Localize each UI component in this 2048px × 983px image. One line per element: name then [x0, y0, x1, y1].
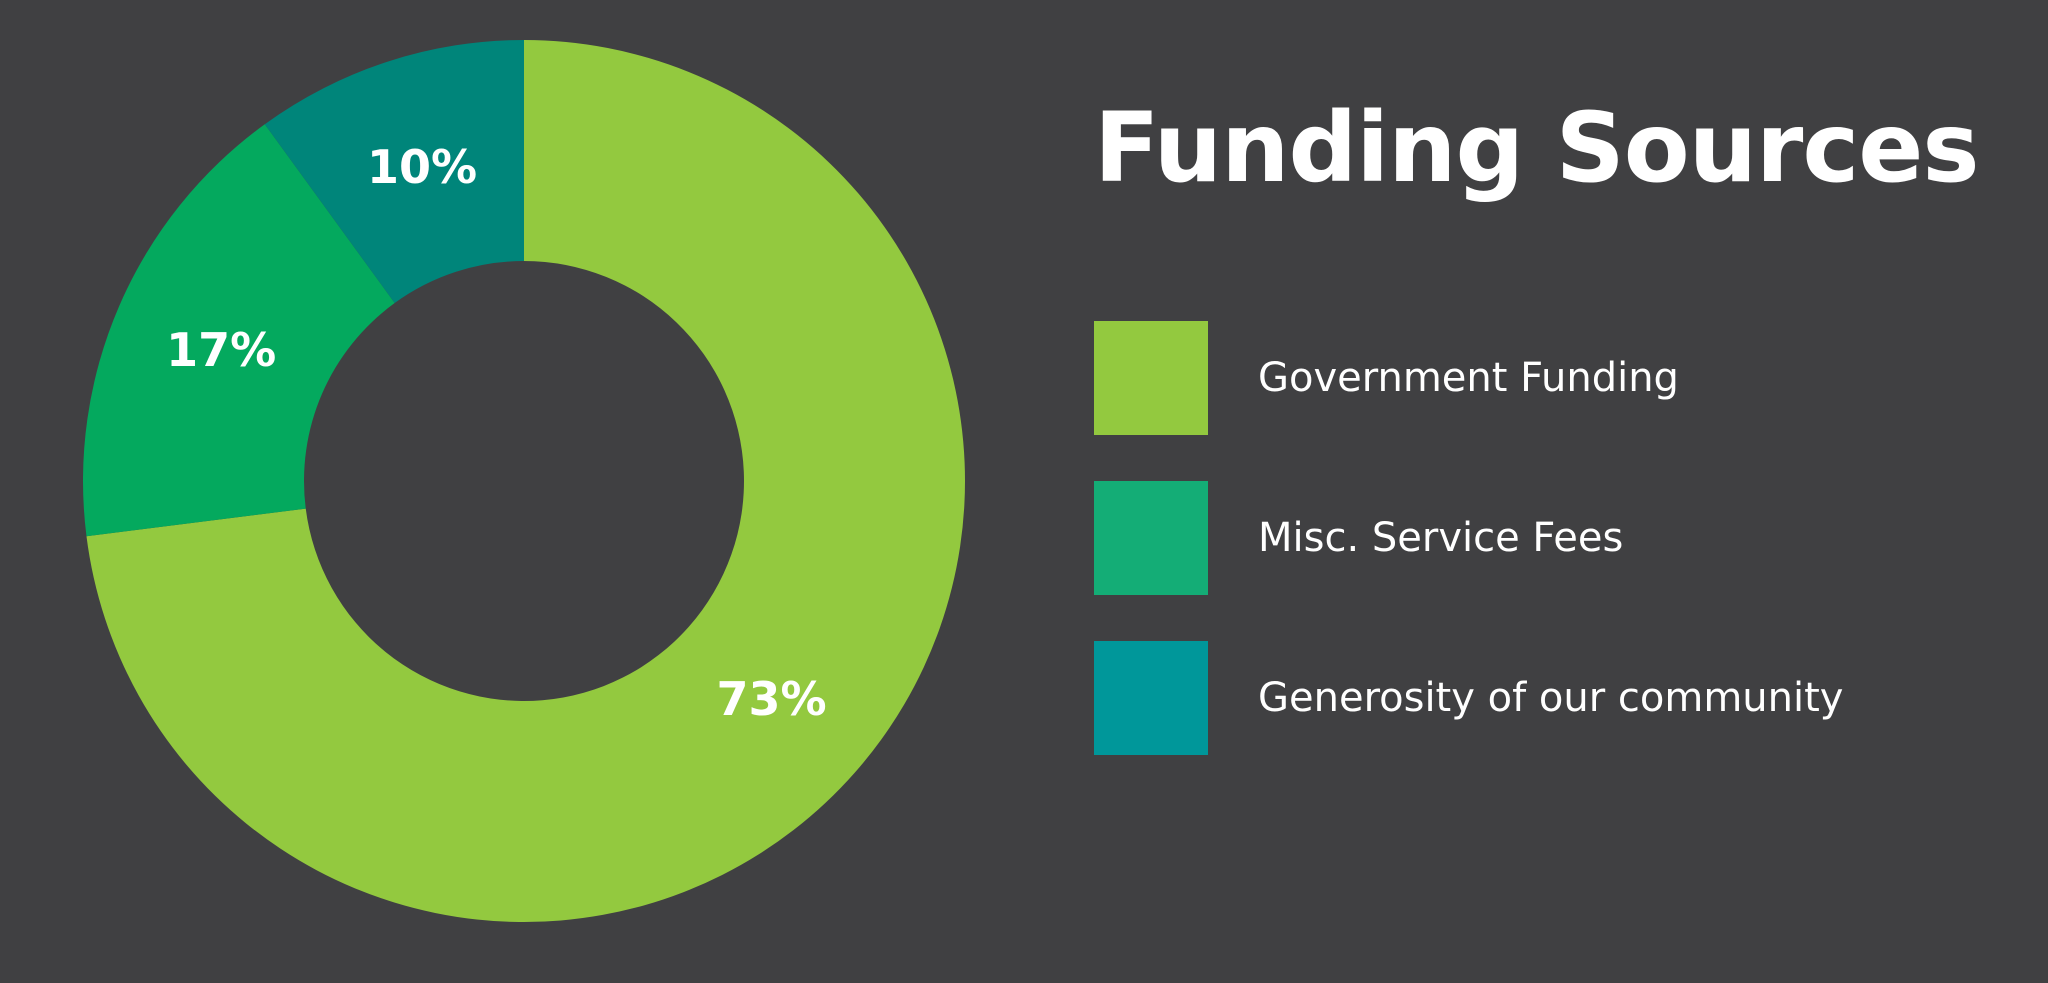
legend-label-misc-service-fees: Misc. Service Fees: [1258, 515, 1624, 561]
legend-swatch-misc-service-fees: [1094, 481, 1208, 595]
legend-item-generosity: Generosity of our community: [1094, 641, 1843, 755]
legend-label-generosity: Generosity of our community: [1258, 675, 1844, 721]
chart-title: Funding Sources: [1094, 92, 1980, 204]
legend-swatch-generosity: [1094, 641, 1208, 755]
legend-label-government-funding: Government Funding: [1258, 355, 1679, 401]
donut-slice-government-funding: [86, 40, 965, 922]
slice-label-government-funding: 73%: [716, 672, 826, 726]
slice-labels: 73% 17% 10%: [166, 140, 827, 726]
legend: Government Funding Misc. Service Fees Ge…: [1094, 321, 1843, 801]
donut-slices: [82, 40, 965, 922]
legend-swatch-government-funding: [1094, 321, 1208, 435]
slice-label-generosity-of-our-community: 10%: [367, 140, 477, 194]
donut-chart: 73% 17% 10%: [82, 40, 965, 922]
legend-item-government-funding: Government Funding: [1094, 321, 1843, 435]
donut-slice-misc-service-fees: [82, 124, 395, 537]
slice-label-misc-service-fees: 17%: [166, 323, 276, 377]
legend-item-misc-service-fees: Misc. Service Fees: [1094, 481, 1843, 595]
donut-slice-generosity-of-our-community: [264, 40, 524, 304]
